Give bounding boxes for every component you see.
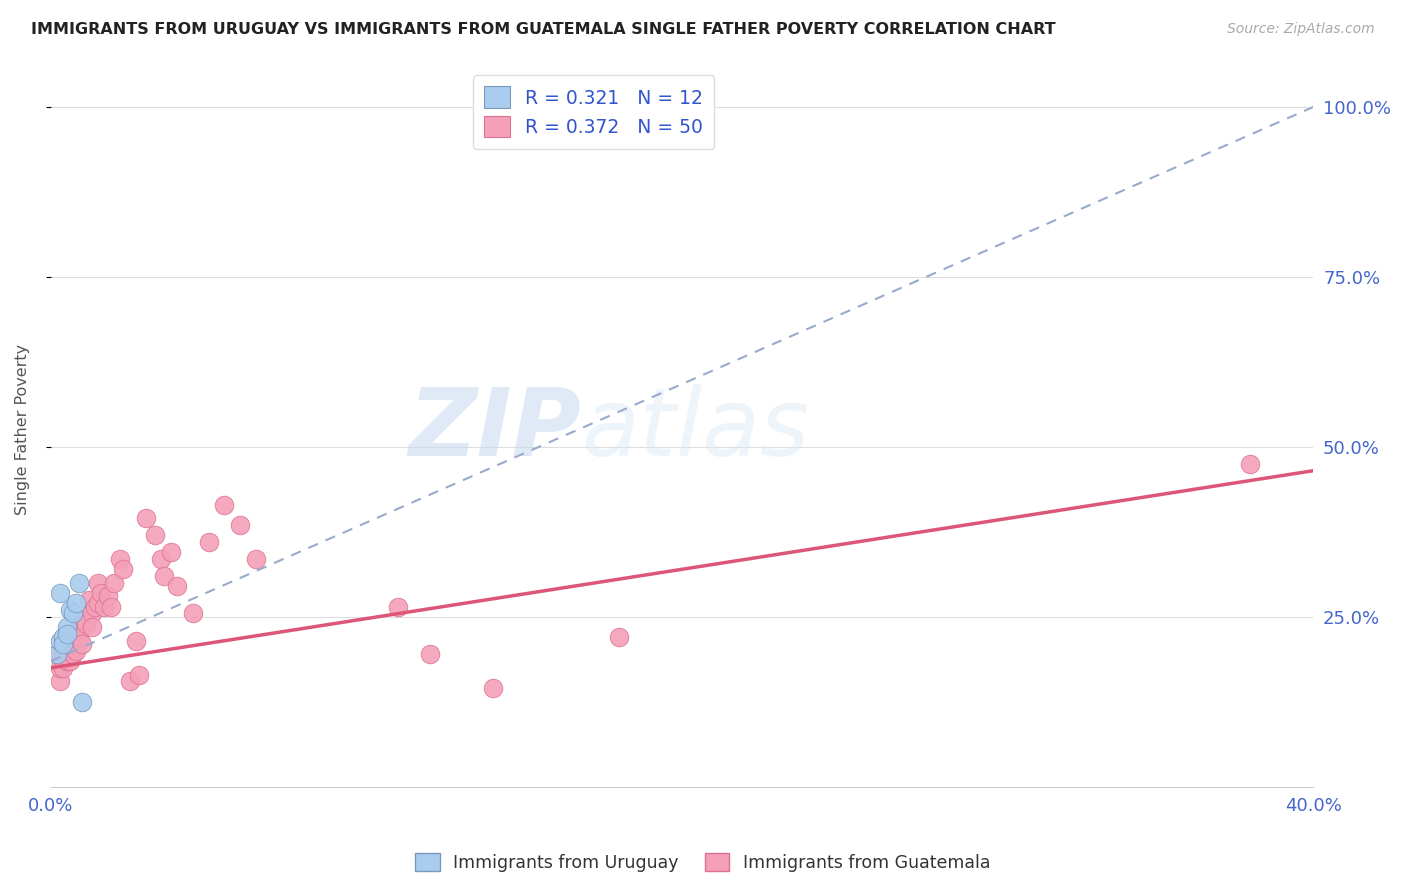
Point — [1239, 457, 1261, 471]
Text: Source: ZipAtlas.com: Source: ZipAtlas.com — [1227, 22, 1375, 37]
Point — [419, 647, 441, 661]
Point — [181, 607, 204, 621]
Point — [62, 647, 84, 661]
Point — [55, 627, 77, 641]
Point — [65, 627, 87, 641]
Point — [197, 535, 219, 549]
Point — [59, 654, 82, 668]
Point — [49, 661, 72, 675]
Point — [65, 596, 87, 610]
Point — [52, 630, 75, 644]
Point — [52, 637, 75, 651]
Point — [100, 599, 122, 614]
Point — [72, 637, 94, 651]
Point — [112, 562, 135, 576]
Point — [80, 607, 103, 621]
Point — [93, 599, 115, 614]
Point — [49, 674, 72, 689]
Point — [607, 630, 630, 644]
Point — [166, 579, 188, 593]
Y-axis label: Single Father Poverty: Single Father Poverty — [15, 344, 30, 516]
Point — [59, 603, 82, 617]
Point — [65, 644, 87, 658]
Point — [67, 620, 90, 634]
Point — [481, 681, 503, 696]
Legend: R = 0.321   N = 12, R = 0.372   N = 50: R = 0.321 N = 12, R = 0.372 N = 50 — [472, 75, 714, 149]
Point — [87, 596, 110, 610]
Point — [62, 633, 84, 648]
Point — [75, 616, 97, 631]
Text: atlas: atlas — [581, 384, 810, 475]
Point — [62, 607, 84, 621]
Point — [118, 674, 141, 689]
Point — [49, 586, 72, 600]
Point — [72, 695, 94, 709]
Point — [46, 647, 69, 661]
Point — [159, 545, 181, 559]
Point — [150, 552, 173, 566]
Point — [77, 593, 100, 607]
Point — [103, 575, 125, 590]
Point — [55, 620, 77, 634]
Point — [52, 661, 75, 675]
Point — [49, 633, 72, 648]
Point — [72, 613, 94, 627]
Point — [245, 552, 267, 566]
Point — [387, 599, 409, 614]
Legend: Immigrants from Uruguay, Immigrants from Guatemala: Immigrants from Uruguay, Immigrants from… — [408, 847, 998, 879]
Point — [214, 498, 236, 512]
Point — [153, 569, 176, 583]
Point — [143, 528, 166, 542]
Point — [84, 599, 107, 614]
Point — [87, 575, 110, 590]
Point — [229, 518, 252, 533]
Point — [97, 590, 120, 604]
Point — [55, 654, 77, 668]
Text: ZIP: ZIP — [408, 384, 581, 476]
Point — [67, 575, 90, 590]
Point — [134, 511, 156, 525]
Point — [52, 647, 75, 661]
Point — [90, 586, 112, 600]
Point — [67, 630, 90, 644]
Point — [128, 667, 150, 681]
Point — [46, 647, 69, 661]
Point — [55, 640, 77, 655]
Point — [59, 637, 82, 651]
Point — [80, 620, 103, 634]
Point — [110, 552, 132, 566]
Text: IMMIGRANTS FROM URUGUAY VS IMMIGRANTS FROM GUATEMALA SINGLE FATHER POVERTY CORRE: IMMIGRANTS FROM URUGUAY VS IMMIGRANTS FR… — [31, 22, 1056, 37]
Point — [125, 633, 148, 648]
